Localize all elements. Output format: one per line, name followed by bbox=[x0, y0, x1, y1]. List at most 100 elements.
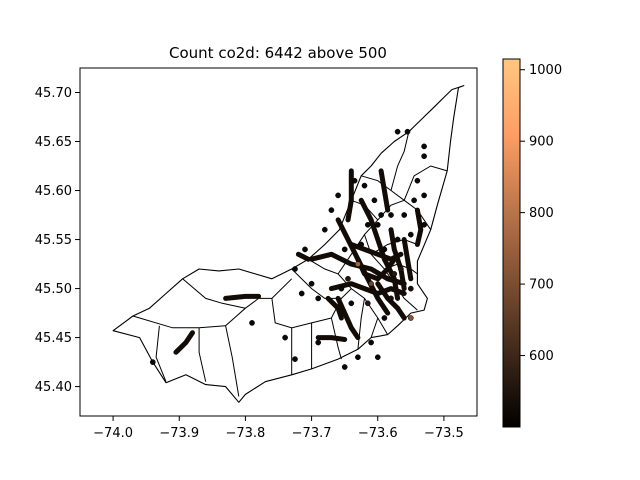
data-point-45 bbox=[381, 246, 388, 253]
colorbar-tick-label-0: 600 bbox=[529, 349, 554, 364]
axes-frame bbox=[79, 67, 478, 417]
data-point-21 bbox=[378, 212, 384, 218]
colorbar-ticks: 600 700 800 900 1000 bbox=[520, 63, 562, 364]
data-point-37 bbox=[282, 334, 288, 341]
data-point-26 bbox=[421, 153, 427, 160]
data-point-24 bbox=[411, 197, 417, 204]
data-point-12 bbox=[308, 280, 315, 287]
data-point-20 bbox=[371, 197, 378, 204]
measurement-track-14 bbox=[414, 207, 424, 247]
district-border-3 bbox=[225, 325, 240, 397]
chart-title: Count co2d: 6442 above 500 bbox=[169, 44, 387, 62]
y-tick-label-6: 45.70 bbox=[35, 86, 72, 101]
colorbar-tick-label-3: 900 bbox=[529, 135, 554, 150]
point-layer bbox=[149, 128, 427, 370]
map-layer bbox=[112, 85, 465, 403]
y-tick-label-3: 45.55 bbox=[35, 233, 72, 248]
data-point-25 bbox=[414, 177, 421, 184]
data-point-30 bbox=[421, 192, 427, 199]
data-point-47 bbox=[345, 275, 351, 282]
x-tick-label-0: −74.0 bbox=[93, 426, 133, 441]
data-point-6 bbox=[374, 354, 381, 361]
measurement-track-8 bbox=[388, 227, 407, 292]
x-tick-label-2: −73.8 bbox=[225, 426, 265, 441]
data-point-2 bbox=[292, 356, 298, 362]
measurement-track-6 bbox=[375, 281, 407, 321]
data-point-0 bbox=[149, 359, 156, 365]
district-border-5 bbox=[182, 278, 246, 309]
data-point-4 bbox=[355, 354, 361, 361]
y-tick-label-2: 45.50 bbox=[35, 282, 72, 297]
district-border-2 bbox=[198, 327, 207, 382]
y-tick-label-0: 45.40 bbox=[35, 380, 72, 395]
measurement-track-3 bbox=[358, 197, 401, 301]
x-tick-label-4: −73.6 bbox=[358, 426, 398, 441]
measurement-track-9 bbox=[315, 335, 348, 342]
data-point-29 bbox=[394, 128, 401, 135]
x-tick-label-3: −73.7 bbox=[292, 426, 332, 441]
data-point-18 bbox=[351, 177, 358, 184]
measurement-track-12 bbox=[345, 168, 354, 223]
district-border-0 bbox=[132, 315, 226, 329]
measurement-track-11 bbox=[173, 330, 195, 355]
district-border-22 bbox=[370, 317, 379, 338]
data-point-13 bbox=[292, 266, 298, 272]
data-point-15 bbox=[321, 226, 328, 233]
data-point-44 bbox=[407, 285, 414, 292]
y-tick-label-4: 45.60 bbox=[35, 184, 72, 199]
data-point-3 bbox=[315, 339, 322, 346]
data-point-31 bbox=[421, 221, 427, 228]
data-point-32 bbox=[407, 231, 414, 238]
data-point-49 bbox=[348, 300, 355, 307]
track-layer bbox=[173, 168, 424, 355]
data-point-17 bbox=[335, 192, 341, 199]
measurement-track-15 bbox=[401, 237, 414, 282]
data-point-28 bbox=[404, 128, 411, 135]
data-point-27 bbox=[421, 143, 427, 150]
measurement-track-7 bbox=[355, 256, 397, 282]
measurement-track-16 bbox=[295, 251, 311, 262]
data-point-43 bbox=[398, 266, 404, 272]
data-point-9 bbox=[355, 261, 361, 267]
measurement-track-1 bbox=[328, 281, 407, 296]
data-point-40 bbox=[364, 300, 371, 307]
data-point-41 bbox=[391, 271, 398, 277]
colorbar-tick-label-1: 700 bbox=[529, 278, 554, 293]
y-tick-label-5: 45.65 bbox=[35, 135, 72, 150]
y-axis: 45.40 45.45 45.50 45.55 45.60 45.65 45.70 bbox=[35, 86, 80, 395]
measurement-track-17 bbox=[325, 295, 344, 321]
data-point-8 bbox=[407, 315, 414, 321]
district-border-20 bbox=[403, 165, 448, 201]
data-point-46 bbox=[358, 241, 365, 248]
data-point-38 bbox=[341, 246, 348, 253]
measurement-track-10 bbox=[223, 293, 262, 301]
x-tick-label-1: −73.9 bbox=[159, 426, 199, 441]
district-border-12 bbox=[308, 258, 352, 289]
x-axis: −74.0 −73.9 −73.8 −73.7 −73.6 −73.5 bbox=[93, 416, 464, 441]
data-point-33 bbox=[394, 236, 401, 243]
data-point-10 bbox=[368, 280, 374, 287]
data-point-14 bbox=[302, 246, 308, 253]
y-tick-label-1: 45.45 bbox=[35, 331, 72, 346]
island-boundary bbox=[112, 85, 465, 403]
data-point-11 bbox=[298, 290, 305, 297]
district-border-1 bbox=[155, 325, 167, 382]
data-point-35 bbox=[364, 221, 371, 228]
data-point-48 bbox=[338, 285, 345, 292]
data-point-22 bbox=[388, 212, 394, 218]
data-point-5 bbox=[341, 364, 348, 370]
colorbar bbox=[502, 58, 521, 428]
colorbar-tick-label-4: 1000 bbox=[529, 63, 562, 78]
data-point-1 bbox=[249, 320, 255, 326]
data-point-16 bbox=[328, 207, 335, 213]
data-point-42 bbox=[388, 295, 394, 302]
measurement-track-13 bbox=[378, 168, 391, 213]
data-point-19 bbox=[361, 182, 368, 189]
district-border-9 bbox=[330, 317, 342, 360]
data-point-34 bbox=[374, 221, 381, 228]
data-point-7 bbox=[368, 339, 374, 346]
x-tick-label-5: −73.5 bbox=[424, 426, 464, 441]
district-border-19 bbox=[390, 131, 410, 191]
measurement-track-5 bbox=[335, 295, 361, 341]
